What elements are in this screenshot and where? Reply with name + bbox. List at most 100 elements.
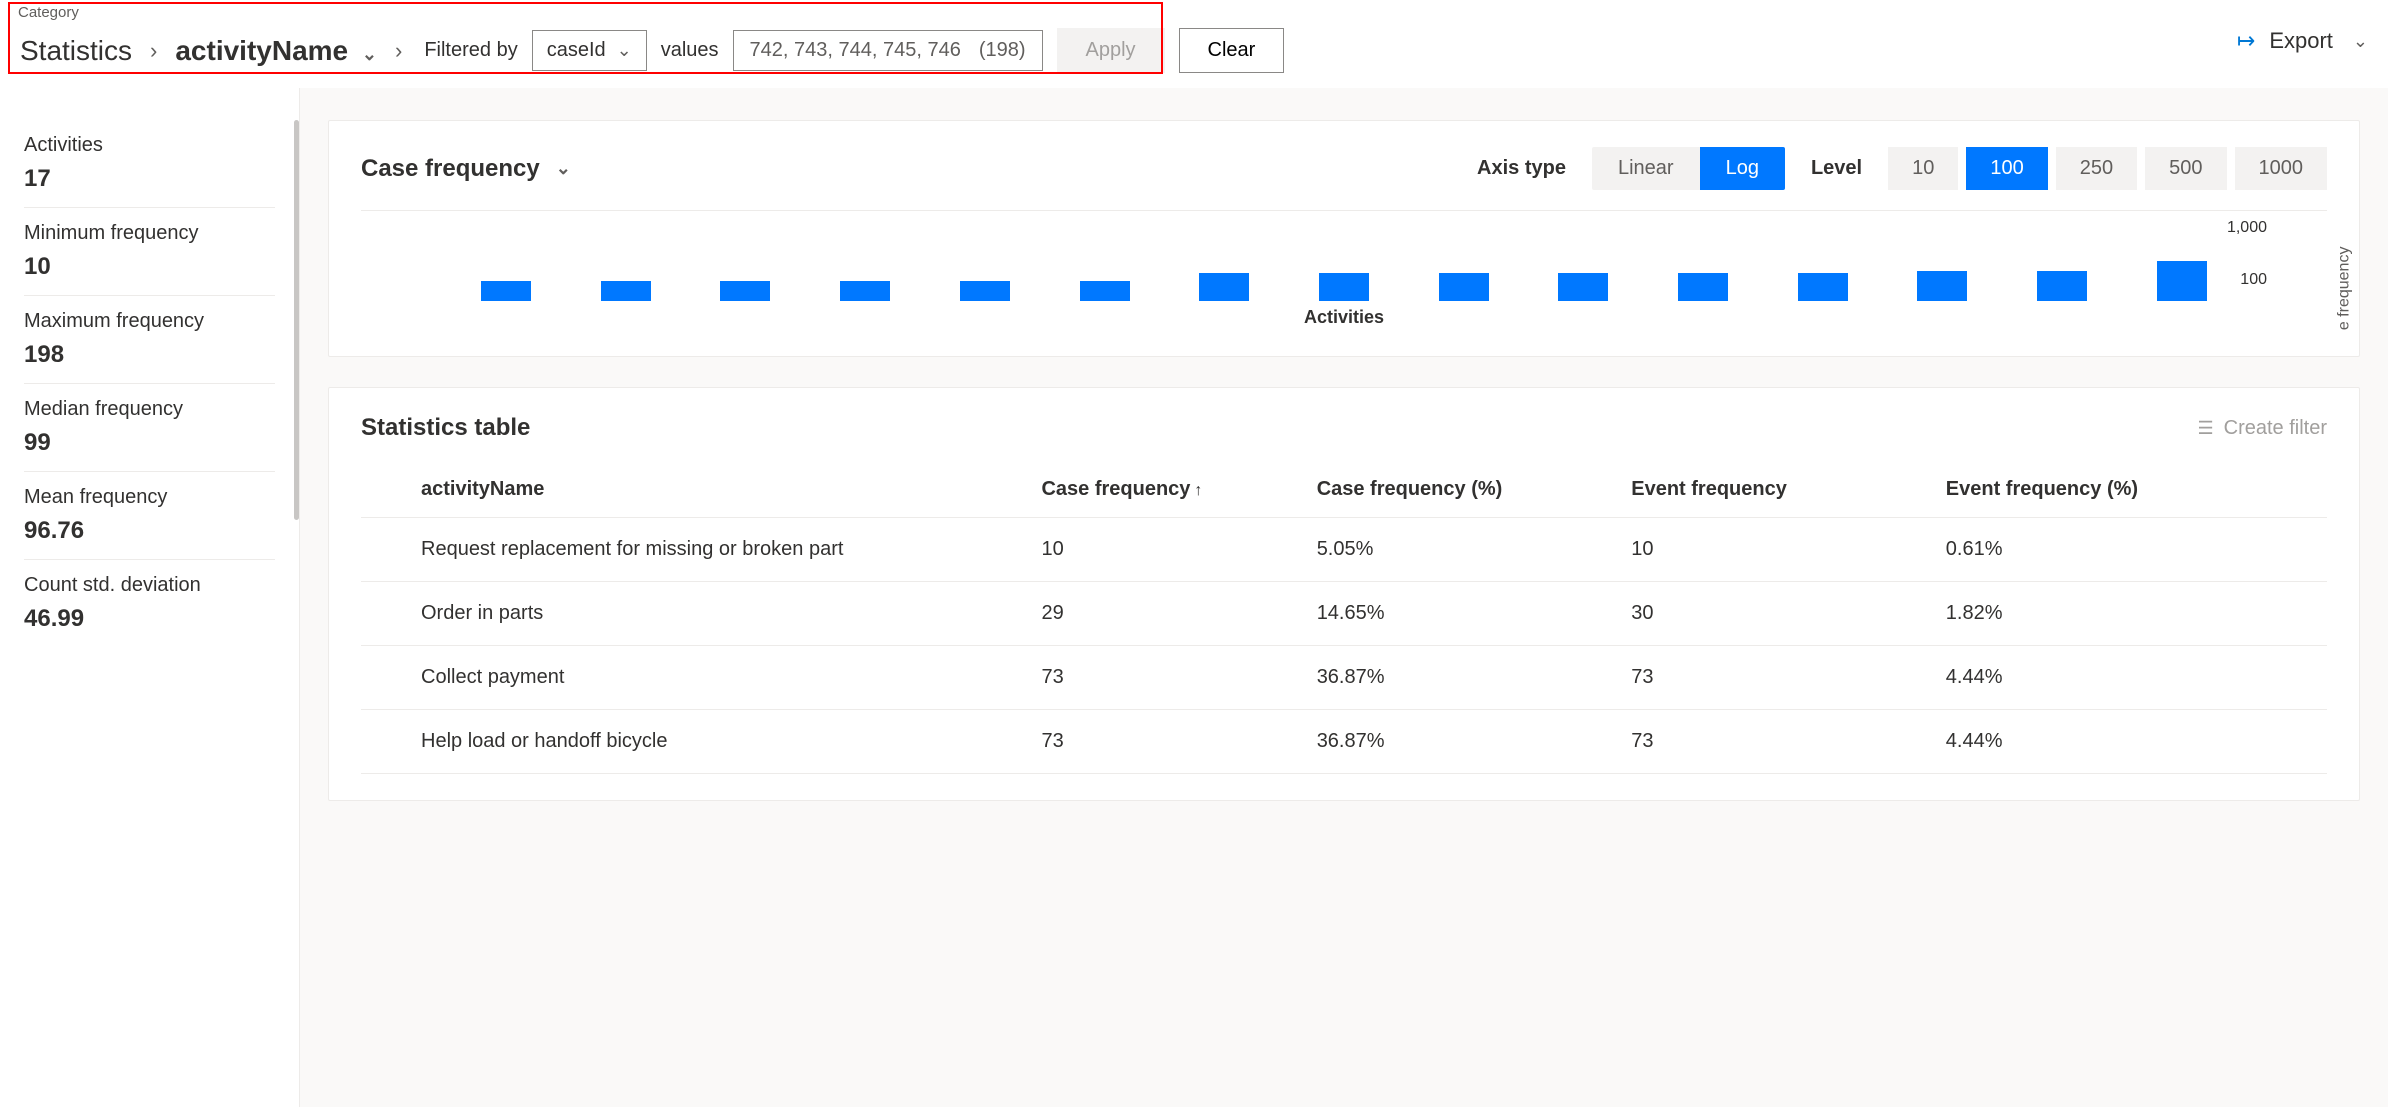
- chevron-down-icon: ⌄: [2353, 31, 2368, 52]
- chart-ytick: 100: [2240, 271, 2267, 289]
- stat-item: Mean frequency 96.76: [24, 472, 275, 560]
- stat-label: Mean frequency: [24, 486, 275, 509]
- table-row[interactable]: Request replacement for missing or broke…: [361, 518, 2327, 582]
- table-cell: Request replacement for missing or broke…: [361, 518, 1029, 582]
- chart-title-dropdown[interactable]: Case frequency ⌄: [361, 155, 571, 183]
- chart-bar[interactable]: [1199, 273, 1249, 301]
- level-option-250[interactable]: 250: [2056, 147, 2137, 190]
- level-option-1000[interactable]: 1000: [2235, 147, 2328, 190]
- stat-label: Activities: [24, 134, 275, 157]
- filter-values-input[interactable]: 742, 743, 744, 745, 746 (198): [733, 30, 1043, 71]
- chart-bar[interactable]: [601, 281, 651, 301]
- level-toggle: 101002505001000: [1888, 147, 2327, 190]
- table-cell: 29: [1029, 582, 1304, 646]
- table-row[interactable]: Collect payment7336.87%734.44%: [361, 646, 2327, 710]
- table-cell: 30: [1619, 582, 1934, 646]
- chart-bar[interactable]: [1798, 273, 1848, 301]
- table-header-cell[interactable]: Event frequency (%): [1934, 462, 2327, 518]
- chart-bar[interactable]: [481, 281, 531, 301]
- level-option-500[interactable]: 500: [2145, 147, 2226, 190]
- breadcrumb-root[interactable]: Statistics: [20, 35, 132, 67]
- values-label: values: [661, 39, 719, 62]
- filtered-by-label: Filtered by: [424, 39, 517, 62]
- breadcrumb-current[interactable]: activityName ⌄: [175, 35, 377, 67]
- table-header-cell[interactable]: Event frequency: [1619, 462, 1934, 518]
- table-cell: Collect payment: [361, 646, 1029, 710]
- filter-field-select[interactable]: caseId ⌄: [532, 30, 647, 71]
- export-button[interactable]: ↦ Export ⌄: [2237, 28, 2368, 54]
- stat-item: Median frequency 99: [24, 384, 275, 472]
- main-layout: Activities 17 Minimum frequency 10 Maximum f…: [0, 88, 2388, 1107]
- table-cell: 73: [1619, 646, 1934, 710]
- table-cell: 4.44%: [1934, 646, 2327, 710]
- table-row[interactable]: Help load or handoff bicycle7336.87%734.…: [361, 710, 2327, 774]
- table-cell: 14.65%: [1305, 582, 1620, 646]
- stat-value: 96.76: [24, 517, 275, 545]
- chart-controls: Axis type LinearLog Level 10100250500100…: [1477, 147, 2327, 190]
- stat-label: Count std. deviation: [24, 574, 275, 597]
- table-header-cell[interactable]: Case frequency↑: [1029, 462, 1304, 518]
- axis-type-toggle: LinearLog: [1592, 147, 1785, 190]
- stat-value: 99: [24, 429, 275, 457]
- top-toolbar: Category Statistics › activityName ⌄ › F…: [0, 0, 2388, 88]
- level-option-100[interactable]: 100: [1966, 147, 2047, 190]
- chart-bar[interactable]: [2157, 261, 2207, 301]
- table-cell: 73: [1029, 646, 1304, 710]
- table-panel: Statistics table ☰ Create filter activit…: [328, 387, 2360, 801]
- table-cell: 10: [1029, 518, 1304, 582]
- breadcrumb: Statistics › activityName ⌄ ›: [20, 35, 402, 67]
- clear-button[interactable]: Clear: [1179, 28, 1285, 73]
- export-icon: ↦: [2237, 28, 2255, 54]
- chart-bar[interactable]: [960, 281, 1010, 301]
- stat-item: Count std. deviation 46.99: [24, 560, 275, 647]
- chart-bar[interactable]: [1080, 281, 1130, 301]
- sort-asc-icon: ↑: [1194, 482, 1202, 499]
- table-cell: 5.05%: [1305, 518, 1620, 582]
- chevron-right-icon: ›: [395, 38, 402, 64]
- stat-value: 46.99: [24, 605, 275, 633]
- table-header-cell[interactable]: activityName: [361, 462, 1029, 518]
- level-label: Level: [1811, 157, 1862, 180]
- level-option-10[interactable]: 10: [1888, 147, 1958, 190]
- chart-bar[interactable]: [1558, 273, 1608, 301]
- chart-ylabel: e frequency: [2336, 246, 2354, 330]
- filter-group: Filtered by caseId ⌄ values 742, 743, 74…: [424, 28, 1284, 73]
- chart-bar[interactable]: [1439, 273, 1489, 301]
- table-header-row: activityNameCase frequency↑Case frequenc…: [361, 462, 2327, 518]
- stat-value: 17: [24, 165, 275, 193]
- stat-item: Activities 17: [24, 120, 275, 208]
- values-count: (198): [979, 39, 1026, 62]
- chart-bar[interactable]: [2037, 271, 2087, 301]
- table-cell: 1.82%: [1934, 582, 2327, 646]
- axis-option-log[interactable]: Log: [1700, 147, 1785, 190]
- stat-label: Median frequency: [24, 398, 275, 421]
- table-cell: Order in parts: [361, 582, 1029, 646]
- chart-panel-header: Case frequency ⌄ Axis type LinearLog Lev…: [361, 147, 2327, 190]
- table-header-cell[interactable]: Case frequency (%): [1305, 462, 1620, 518]
- category-label: Category: [18, 4, 79, 21]
- stat-value: 198: [24, 341, 275, 369]
- table-cell: 0.61%: [1934, 518, 2327, 582]
- create-filter-button[interactable]: ☰ Create filter: [2197, 417, 2327, 440]
- chart-xlabel: Activities: [361, 307, 2327, 328]
- stat-item: Maximum frequency198: [24, 296, 275, 384]
- chart-bar[interactable]: [840, 281, 890, 301]
- chevron-down-icon: ⌄: [556, 158, 571, 179]
- content-area: Case frequency ⌄ Axis type LinearLog Lev…: [300, 88, 2388, 1107]
- table-cell: 73: [1029, 710, 1304, 774]
- chart-bar[interactable]: [1319, 273, 1369, 301]
- chart-bar[interactable]: [1678, 273, 1728, 301]
- table-title: Statistics table: [361, 414, 530, 442]
- chevron-down-icon: ⌄: [617, 40, 632, 61]
- table-cell: 36.87%: [1305, 710, 1620, 774]
- table-cell: 10: [1619, 518, 1934, 582]
- table-cell: 36.87%: [1305, 646, 1620, 710]
- table-cell: 4.44%: [1934, 710, 2327, 774]
- chart-bar[interactable]: [1917, 271, 1967, 301]
- apply-button[interactable]: Apply: [1057, 28, 1165, 73]
- axis-option-linear[interactable]: Linear: [1592, 147, 1700, 190]
- table-row[interactable]: Order in parts2914.65%301.82%: [361, 582, 2327, 646]
- chart-bar[interactable]: [720, 281, 770, 301]
- table-body: Request replacement for missing or broke…: [361, 518, 2327, 774]
- stat-label: Minimum frequency: [24, 222, 275, 245]
